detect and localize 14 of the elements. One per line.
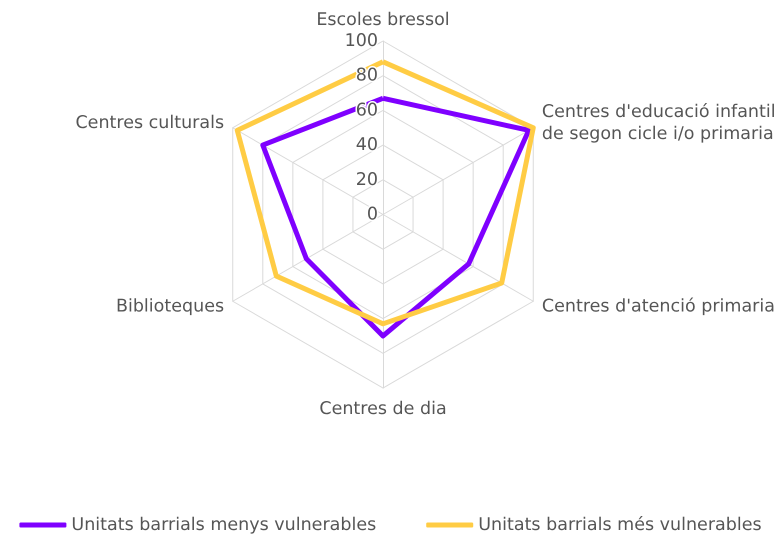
spoke-label: Centres culturals <box>75 112 224 133</box>
spoke-label: Biblioteques <box>116 296 224 316</box>
legend-label: Unitats barrials menys vulnerables <box>71 515 376 535</box>
legend-label: Unitats barrials més vulnerables <box>478 515 762 535</box>
spoke-label: Escoles bressol <box>316 10 450 30</box>
y-tick-label: 60 <box>356 100 378 120</box>
spoke-label: Centres d'educació infantil de segon cicle i/o primaria <box>542 102 776 144</box>
y-tick-label: 100 <box>344 31 378 51</box>
y-tick-label: 20 <box>356 170 378 190</box>
y-tick-label: 80 <box>356 66 378 86</box>
y-tick-label: 0 <box>366 204 378 224</box>
spoke-label: Centres d'atenció primaria <box>542 296 775 316</box>
spoke-label: Centres de dia <box>319 399 447 419</box>
y-tick-label: 40 <box>356 135 378 156</box>
